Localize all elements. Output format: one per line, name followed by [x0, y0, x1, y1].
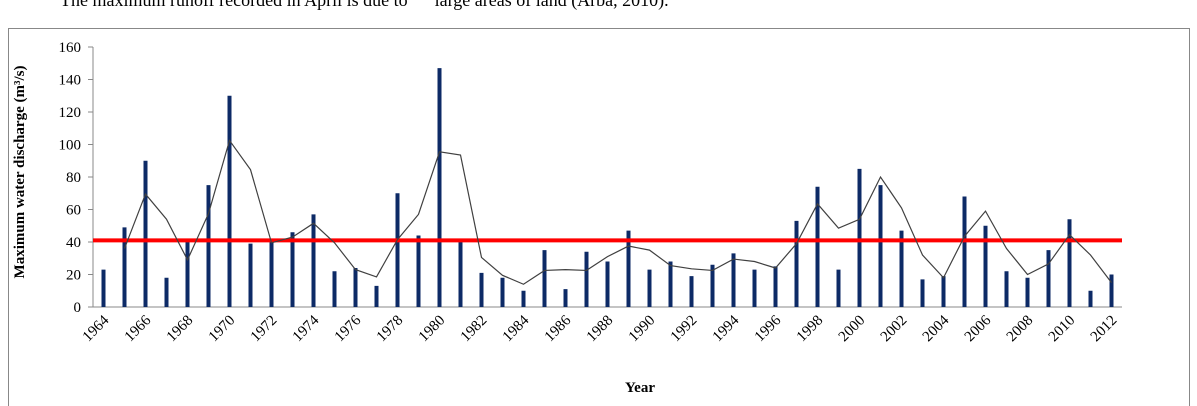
bar	[773, 266, 778, 307]
x-tick-label: 1966	[122, 312, 155, 345]
bar	[752, 269, 757, 307]
y-tick-label: 80	[66, 170, 81, 186]
bar	[689, 276, 694, 307]
x-tick-label: 1996	[752, 312, 785, 345]
bar	[1046, 250, 1051, 307]
bar	[815, 186, 820, 307]
bar	[374, 285, 379, 307]
bar	[479, 272, 484, 307]
bar	[1025, 277, 1030, 307]
x-tick-label: 1990	[626, 313, 659, 346]
bar	[647, 269, 652, 307]
bar	[332, 271, 337, 307]
x-tick-label: 2008	[1004, 313, 1037, 346]
bar	[395, 193, 400, 307]
y-tick-label: 20	[66, 268, 81, 284]
x-tick-label: 1964	[80, 312, 113, 345]
x-tick-label: 1970	[206, 313, 239, 346]
x-tick-label: 1988	[584, 313, 617, 346]
bar	[857, 168, 862, 307]
bar	[1067, 219, 1072, 307]
y-tick-label: 0	[74, 300, 82, 316]
y-tick-label: 60	[66, 203, 81, 219]
bar	[269, 242, 274, 307]
x-tick-label: 1998	[794, 313, 827, 346]
bar	[542, 250, 547, 307]
x-axis-label: Year	[625, 380, 655, 396]
bar	[731, 253, 736, 307]
bar	[227, 95, 232, 307]
y-tick-label: 120	[59, 105, 82, 121]
bar	[668, 261, 673, 307]
bar	[962, 196, 967, 307]
bar	[248, 243, 253, 307]
bar	[1004, 271, 1009, 307]
x-tick-label: 1986	[542, 312, 575, 345]
bar	[521, 290, 526, 307]
y-tick-label: 100	[59, 138, 82, 154]
y-axis-label: Maximum water discharge (m³/s)	[12, 66, 28, 279]
bar	[143, 160, 148, 307]
x-tick-label: 1972	[248, 313, 281, 346]
x-tick-label: 2010	[1046, 313, 1079, 346]
x-tick-label: 1974	[290, 312, 323, 345]
x-tick-label: 1992	[668, 313, 701, 346]
trend-line	[123, 139, 1112, 285]
x-tick-label: 2012	[1088, 313, 1121, 346]
bar	[899, 230, 904, 307]
x-tick-label: 2006	[962, 312, 995, 345]
x-tick-label: 1984	[500, 312, 533, 345]
bar	[416, 235, 421, 307]
bar	[164, 277, 169, 307]
bar	[290, 232, 295, 307]
y-tick-label: 140	[59, 73, 82, 89]
bar	[584, 251, 589, 307]
bar	[563, 289, 568, 307]
bar	[836, 269, 841, 307]
bar	[458, 242, 463, 307]
bar	[1109, 274, 1114, 307]
bar	[101, 269, 106, 307]
bar	[206, 185, 211, 307]
x-tick-label: 1976	[332, 312, 365, 345]
bar	[605, 261, 610, 307]
bar	[500, 277, 505, 307]
bar	[941, 276, 946, 307]
bar	[878, 185, 883, 307]
x-tick-label: 1982	[458, 313, 491, 346]
bar	[983, 225, 988, 307]
x-tick-label: 1994	[710, 312, 743, 345]
bar	[1088, 290, 1093, 307]
bar	[794, 220, 799, 307]
y-tick-label: 160	[59, 40, 82, 56]
bar	[122, 227, 127, 307]
bar	[437, 68, 442, 307]
x-tick-label: 2000	[836, 313, 869, 346]
x-tick-label: 2002	[878, 313, 911, 346]
x-tick-label: 2004	[920, 312, 953, 345]
bar	[353, 268, 358, 307]
x-tick-label: 1980	[416, 313, 449, 346]
x-tick-label: 1968	[164, 313, 197, 346]
document-text: The maximum runoff recorded in April is …	[60, 0, 669, 10]
y-tick-label: 40	[66, 235, 81, 251]
x-tick-label: 1978	[374, 313, 407, 346]
bar	[626, 230, 631, 307]
bar	[710, 264, 715, 307]
bar	[311, 214, 316, 307]
chart-frame	[8, 28, 1190, 406]
bar	[920, 279, 925, 307]
bar	[185, 242, 190, 307]
